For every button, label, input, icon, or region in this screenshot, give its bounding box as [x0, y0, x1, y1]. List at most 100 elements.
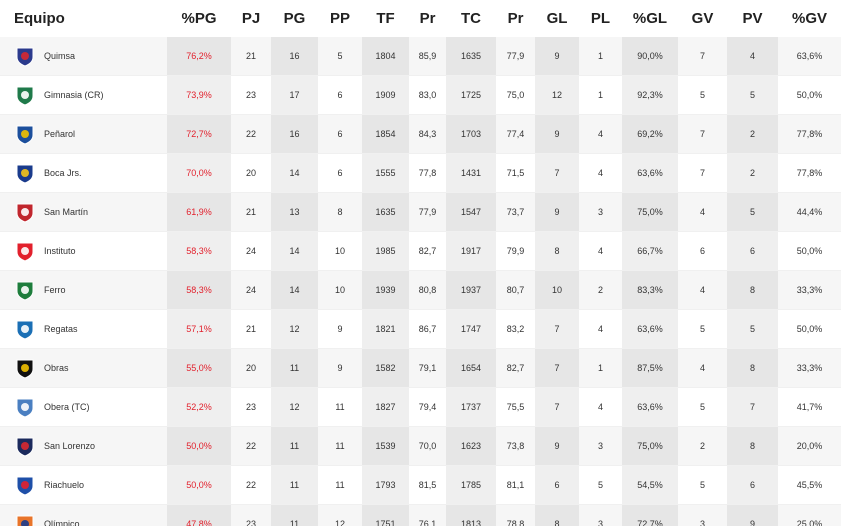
cell-pr-against: 81,1 — [496, 465, 535, 505]
header-team[interactable]: Equipo — [14, 10, 65, 27]
header-gv[interactable]: GV — [691, 10, 714, 27]
cell-gl: 7 — [535, 153, 579, 193]
cell-tf: 1751 — [362, 504, 409, 526]
cell-tf: 1793 — [362, 465, 409, 505]
cell-pv: 5 — [727, 309, 778, 349]
team-name[interactable]: San Lorenzo — [44, 441, 96, 451]
table-row[interactable]: Obera (TC) 52,2% 23 12 11 1827 79,4 1737 75,5 7 4 6… — [0, 387, 841, 427]
team-info: Gimnasia (CR) — [14, 84, 167, 106]
team-name[interactable]: Boca Jrs. — [44, 168, 82, 178]
cell-pv: 6 — [727, 465, 778, 505]
header-pl[interactable]: PL — [590, 10, 611, 27]
cell-gl: 9 — [535, 426, 579, 466]
cell-pct-gv: 44,4% — [778, 192, 841, 232]
team-name[interactable]: Regatas — [44, 324, 78, 334]
cell-pr-for: 79,1 — [409, 348, 446, 388]
cell-team[interactable]: Riachuelo — [0, 465, 167, 505]
cell-team[interactable]: Obera (TC) — [0, 387, 167, 427]
header-pct-gv[interactable]: %GV — [791, 10, 827, 27]
cell-gv: 7 — [678, 37, 727, 76]
cell-team[interactable]: Ferro — [0, 270, 167, 310]
cell-team[interactable]: Instituto — [0, 231, 167, 271]
header-tf[interactable]: TF — [376, 10, 395, 27]
cell-pp: 8 — [318, 192, 362, 232]
header-pp[interactable]: PP — [329, 10, 350, 27]
cell-gv: 5 — [678, 75, 727, 115]
header-tc[interactable]: TC — [461, 10, 481, 27]
cell-pv: 5 — [727, 75, 778, 115]
cell-pct-g: 58,3% — [167, 231, 231, 271]
team-info: Ferro — [14, 279, 167, 301]
gimnasia-logo-icon — [14, 84, 36, 106]
cell-team[interactable]: Quimsa — [0, 37, 167, 76]
cell-team[interactable]: San Martín — [0, 192, 167, 232]
cell-gl: 9 — [535, 37, 579, 76]
cell-pct-g: 57,1% — [167, 309, 231, 349]
team-name[interactable]: Quimsa — [44, 51, 76, 61]
cell-pg: 11 — [271, 426, 318, 466]
cell-pl: 4 — [579, 231, 622, 271]
cell-team[interactable]: Olímpico — [0, 504, 167, 526]
table-row[interactable]: San Martín 61,9% 21 13 8 1635 77,9 1547 73,7 9 3 75… — [0, 192, 841, 232]
table-row[interactable]: Olímpico 47,8% 23 11 12 1751 76,1 1813 78,8 8 3 72,… — [0, 504, 841, 526]
team-name[interactable]: Instituto — [44, 246, 76, 256]
cell-gv: 7 — [678, 153, 727, 193]
cell-team[interactable]: Gimnasia (CR) — [0, 75, 167, 115]
header-pv[interactable]: PV — [742, 10, 763, 27]
table-row[interactable]: Instituto 58,3% 24 14 10 1985 82,7 1917 79,9 8 4 66… — [0, 231, 841, 271]
cell-gv: 4 — [678, 192, 727, 232]
san-martin-logo-icon — [14, 201, 36, 223]
cell-tc: 1623 — [446, 426, 496, 466]
header-pg[interactable]: PG — [283, 10, 306, 27]
obera-logo-icon — [14, 396, 36, 418]
table-row[interactable]: Ferro 58,3% 24 14 10 1939 80,8 1937 80,7 10 2 83,3%… — [0, 270, 841, 310]
header-pct-gl[interactable]: %GL — [632, 10, 668, 27]
table-row[interactable]: Quimsa 76,2% 21 16 5 1804 85,9 1635 77,9 9 1 90,0% 7… — [0, 37, 841, 76]
team-name[interactable]: San Martín — [44, 207, 89, 217]
cell-pp: 6 — [318, 114, 362, 154]
cell-pl: 3 — [579, 504, 622, 526]
team-name[interactable]: Gimnasia (CR) — [44, 90, 104, 100]
cell-pj: 22 — [231, 426, 271, 466]
table-row[interactable]: San Lorenzo 50,0% 22 11 11 1539 70,0 1623 73,8 9 3… — [0, 426, 841, 466]
cell-pct-g: 55,0% — [167, 348, 231, 388]
cell-pr-against: 77,9 — [496, 37, 535, 76]
header-pj[interactable]: PJ — [241, 10, 261, 27]
cell-team[interactable]: Obras — [0, 348, 167, 388]
cell-pj: 20 — [231, 348, 271, 388]
cell-pv: 8 — [727, 270, 778, 310]
table-row[interactable]: Gimnasia (CR) 73,9% 23 17 6 1909 83,0 1725 75,0 1… — [0, 75, 841, 115]
team-name[interactable]: Peñarol — [44, 129, 76, 139]
cell-pct-gl: 83,3% — [622, 270, 678, 310]
cell-gl: 6 — [535, 465, 579, 505]
cell-team[interactable]: Boca Jrs. — [0, 153, 167, 193]
team-name[interactable]: Ferro — [44, 285, 66, 295]
team-name[interactable]: Obras — [44, 363, 69, 373]
team-info: Obera (TC) — [14, 396, 167, 418]
team-name[interactable]: Riachuelo — [44, 480, 85, 490]
team-name[interactable]: Olímpico — [44, 519, 80, 526]
cell-pct-gv: 50,0% — [778, 231, 841, 271]
table-row[interactable]: Regatas 57,1% 21 12 9 1821 86,7 1747 83,2 7 4 63,6%… — [0, 309, 841, 349]
cell-pp: 10 — [318, 270, 362, 310]
header-pct-g[interactable]: %PG — [181, 10, 217, 27]
cell-pv: 8 — [727, 426, 778, 466]
cell-pj: 24 — [231, 270, 271, 310]
cell-pg: 11 — [271, 465, 318, 505]
table-row[interactable]: Riachuelo 50,0% 22 11 11 1793 81,5 1785 81,1 6 5 54… — [0, 465, 841, 505]
cell-team[interactable]: Peñarol — [0, 114, 167, 154]
cell-tc: 1547 — [446, 192, 496, 232]
table-row[interactable]: Peñarol 72,7% 22 16 6 1854 84,3 1703 77,4 9 4 69,2%… — [0, 114, 841, 154]
cell-team[interactable]: Regatas — [0, 309, 167, 349]
cell-team[interactable]: San Lorenzo — [0, 426, 167, 466]
cell-pj: 22 — [231, 465, 271, 505]
cell-tf: 1985 — [362, 231, 409, 271]
header-gl[interactable]: GL — [546, 10, 568, 27]
table-row[interactable]: Obras 55,0% 20 11 9 1582 79,1 1654 82,7 7 1 87,5% 4 8… — [0, 348, 841, 388]
header-pr-against[interactable]: Pr — [507, 10, 524, 27]
team-name[interactable]: Obera (TC) — [44, 402, 90, 412]
team-info: Peñarol — [14, 123, 167, 145]
header-pr-for[interactable]: Pr — [419, 10, 436, 27]
table-row[interactable]: Boca Jrs. 70,0% 20 14 6 1555 77,8 1431 71,5 7 4 63,… — [0, 153, 841, 193]
